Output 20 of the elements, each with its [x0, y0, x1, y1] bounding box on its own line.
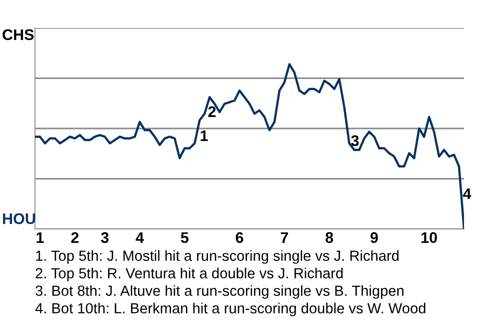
text: 3. Bot 8th: J. Altuve hit a run-scoring single vs B. Thigpen	[36, 285, 404, 299]
annotation: 4	[462, 188, 472, 199]
x-tick-label: 1	[36, 232, 44, 243]
x-tick-label: 7	[280, 232, 288, 243]
x-tick-label: 5	[180, 232, 188, 243]
annotation: 3	[351, 135, 359, 146]
x-tick-label: 4	[136, 232, 144, 243]
x-tick-label: 3	[100, 232, 109, 244]
x-tick-label: 8	[326, 232, 334, 243]
annotation: 2	[208, 106, 216, 117]
x-tick-label: 2	[71, 232, 79, 243]
text: 4. Bot 10th: L. Berkman hit a run-scoring double vs W. Wood	[35, 302, 426, 316]
annotation: HOU	[3, 213, 36, 224]
x-tick-label: 10	[422, 232, 437, 243]
text: 2. Top 5th: R. Ventura hit a double vs J. Richard	[36, 268, 343, 282]
x-tick-label: 9	[370, 232, 378, 243]
text: CHS	[2, 29, 34, 40]
x-tick-label: 6	[236, 232, 244, 243]
annotation: 1	[200, 130, 208, 141]
text: 1. Top 5th: J. Mostil hit a run-scoring single vs J. Richard	[36, 250, 399, 264]
